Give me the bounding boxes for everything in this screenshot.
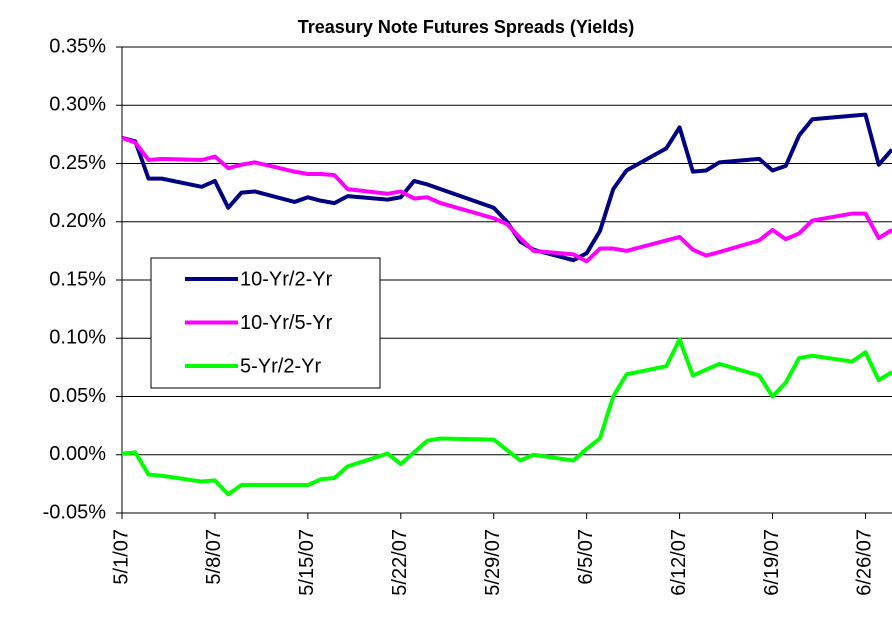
series-line: [121, 135, 892, 264]
x-tick-label: 5/29/07: [482, 529, 504, 596]
x-tick-label: 5/1/07: [110, 529, 132, 585]
x-tick-label: 6/5/07: [575, 529, 597, 585]
chart-title: Treasury Note Futures Spreads (Yields): [298, 17, 634, 37]
y-tick-label: 0.00%: [49, 443, 106, 465]
x-tick-label: 6/12/07: [668, 529, 690, 596]
x-tick-label: 6/26/07: [854, 529, 876, 596]
legend-label: 5-Yr/2-Yr: [240, 355, 321, 377]
y-tick-label: 0.20%: [49, 210, 106, 232]
y-tick-label: 0.10%: [49, 327, 106, 349]
x-tick-label: 5/22/07: [389, 529, 411, 596]
series-line: [121, 112, 892, 263]
y-tick-label: -0.05%: [43, 501, 107, 523]
y-tick-label: 0.25%: [49, 152, 106, 174]
y-tick-label: 0.30%: [49, 94, 106, 116]
y-tick-label: 0.05%: [49, 385, 106, 407]
x-tick-label: 6/19/07: [761, 529, 783, 596]
x-tick-label: 5/15/07: [296, 529, 318, 596]
legend-label: 10-Yr/2-Yr: [240, 268, 333, 290]
legend-label: 10-Yr/5-Yr: [240, 312, 333, 334]
series-line: [121, 337, 892, 497]
x-tick-label: 5/8/07: [203, 529, 225, 585]
y-tick-label: 0.35%: [49, 35, 106, 57]
y-tick-label: 0.15%: [49, 268, 106, 290]
